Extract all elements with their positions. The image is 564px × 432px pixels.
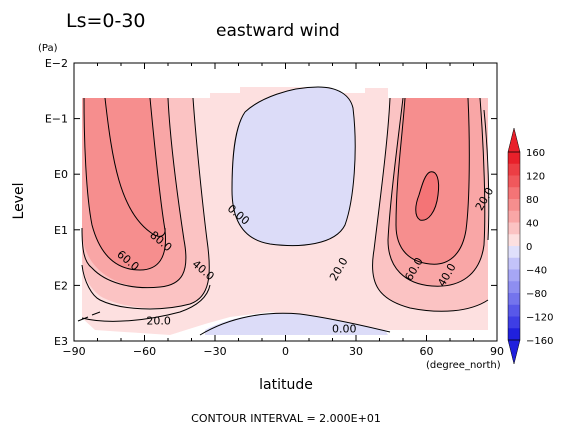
contour-sh-20-lower	[81, 284, 211, 322]
colorbar: 160 120 80 40 0 −40 −80 −120 −160	[507, 127, 553, 365]
x-axis-title: latitude	[259, 377, 313, 393]
colorbar-tick-label: 0	[526, 242, 532, 253]
colorbar-segment	[508, 222, 520, 235]
contour-interval-footer: CONTOUR INTERVAL = 2.000E+01	[191, 412, 381, 425]
contour-nh-20	[372, 97, 489, 312]
colorbar-segment	[508, 293, 520, 306]
colorbar-tick-label: 80	[526, 195, 539, 206]
shaded-field	[82, 87, 488, 335]
x-axis: −90 −60 −30 0 30 60 90	[62, 63, 504, 358]
colorbar-segment	[508, 281, 520, 294]
period-label: Ls=0-30	[66, 10, 146, 32]
contour-label: 0.00	[332, 322, 357, 335]
x-tick-label: −30	[203, 345, 226, 358]
y-tick-label: E0	[54, 168, 68, 181]
x-tick-label: −90	[62, 345, 85, 358]
contour-label: 20.0	[146, 314, 171, 327]
y-unit-label: (Pa)	[38, 43, 58, 54]
colorbar-tick-label: −80	[526, 289, 547, 300]
y-tick-label: E3	[54, 335, 68, 348]
colorbar-segment	[508, 316, 520, 329]
contour-sh-60	[83, 97, 167, 271]
colorbar-segment	[508, 199, 520, 212]
y-tick-label: E2	[54, 279, 68, 292]
y-tick-label: E−1	[45, 113, 68, 126]
y-tick-label: E1	[54, 224, 68, 237]
fill-nh-core	[415, 171, 439, 221]
fill-sh-60-80	[84, 98, 166, 270]
fill-neg-upper	[232, 87, 356, 246]
colorbar-segment	[508, 187, 520, 200]
contour-zero-lower	[199, 312, 391, 336]
colorbar-segment	[508, 246, 520, 259]
x-tick-label: 0	[282, 345, 289, 358]
contour-zero-upper	[231, 86, 356, 246]
contour-nh-20-east	[483, 109, 490, 241]
colorbar-frame	[507, 151, 521, 341]
x-tick-label: 60	[420, 345, 434, 358]
colorbar-tick-label: −120	[526, 313, 553, 324]
colorbar-segment	[508, 269, 520, 282]
y-axis-title: Level	[11, 183, 27, 220]
colorbar-segment	[508, 257, 520, 270]
colorbar-segment	[508, 328, 520, 341]
x-tick-label: 90	[490, 345, 504, 358]
y-tick-label: E−2	[45, 57, 68, 70]
x-tick-label: 30	[349, 345, 363, 358]
colorbar-segment	[508, 163, 520, 176]
colorbar-tick-label: −160	[526, 336, 553, 347]
colorbar-tick-label: 40	[526, 219, 539, 230]
colorbar-bottom-arrow	[507, 339, 521, 365]
colorbar-top-arrow	[507, 127, 521, 153]
contour-sh-40	[81, 97, 187, 289]
colorbar-tick-label: 120	[526, 172, 545, 183]
colorbar-segment	[508, 210, 520, 223]
contour-sh-zero-edge	[77, 311, 101, 322]
chart-title: eastward wind	[216, 21, 340, 41]
colorbar-segment	[508, 304, 520, 317]
colorbar-segment	[508, 175, 520, 188]
contour-sh-80	[104, 97, 166, 237]
contour-nh-80	[415, 171, 440, 221]
colorbar-segment	[508, 234, 520, 247]
contour-nh-60	[395, 97, 470, 265]
fill-neg-lower	[205, 313, 388, 335]
x-unit-label: (degree_north)	[426, 360, 501, 371]
contour-lines	[77, 86, 490, 336]
colorbar-segment	[508, 152, 520, 165]
x-tick-label: −60	[133, 345, 156, 358]
colorbar-tick-label: 160	[526, 148, 545, 159]
contour-nh-40	[387, 97, 486, 287]
colorbar-tick-label: −40	[526, 266, 547, 277]
y-axis: E−2 E−1 E0 E1 E2 E3	[45, 57, 497, 348]
contour-sh-20	[81, 97, 210, 310]
